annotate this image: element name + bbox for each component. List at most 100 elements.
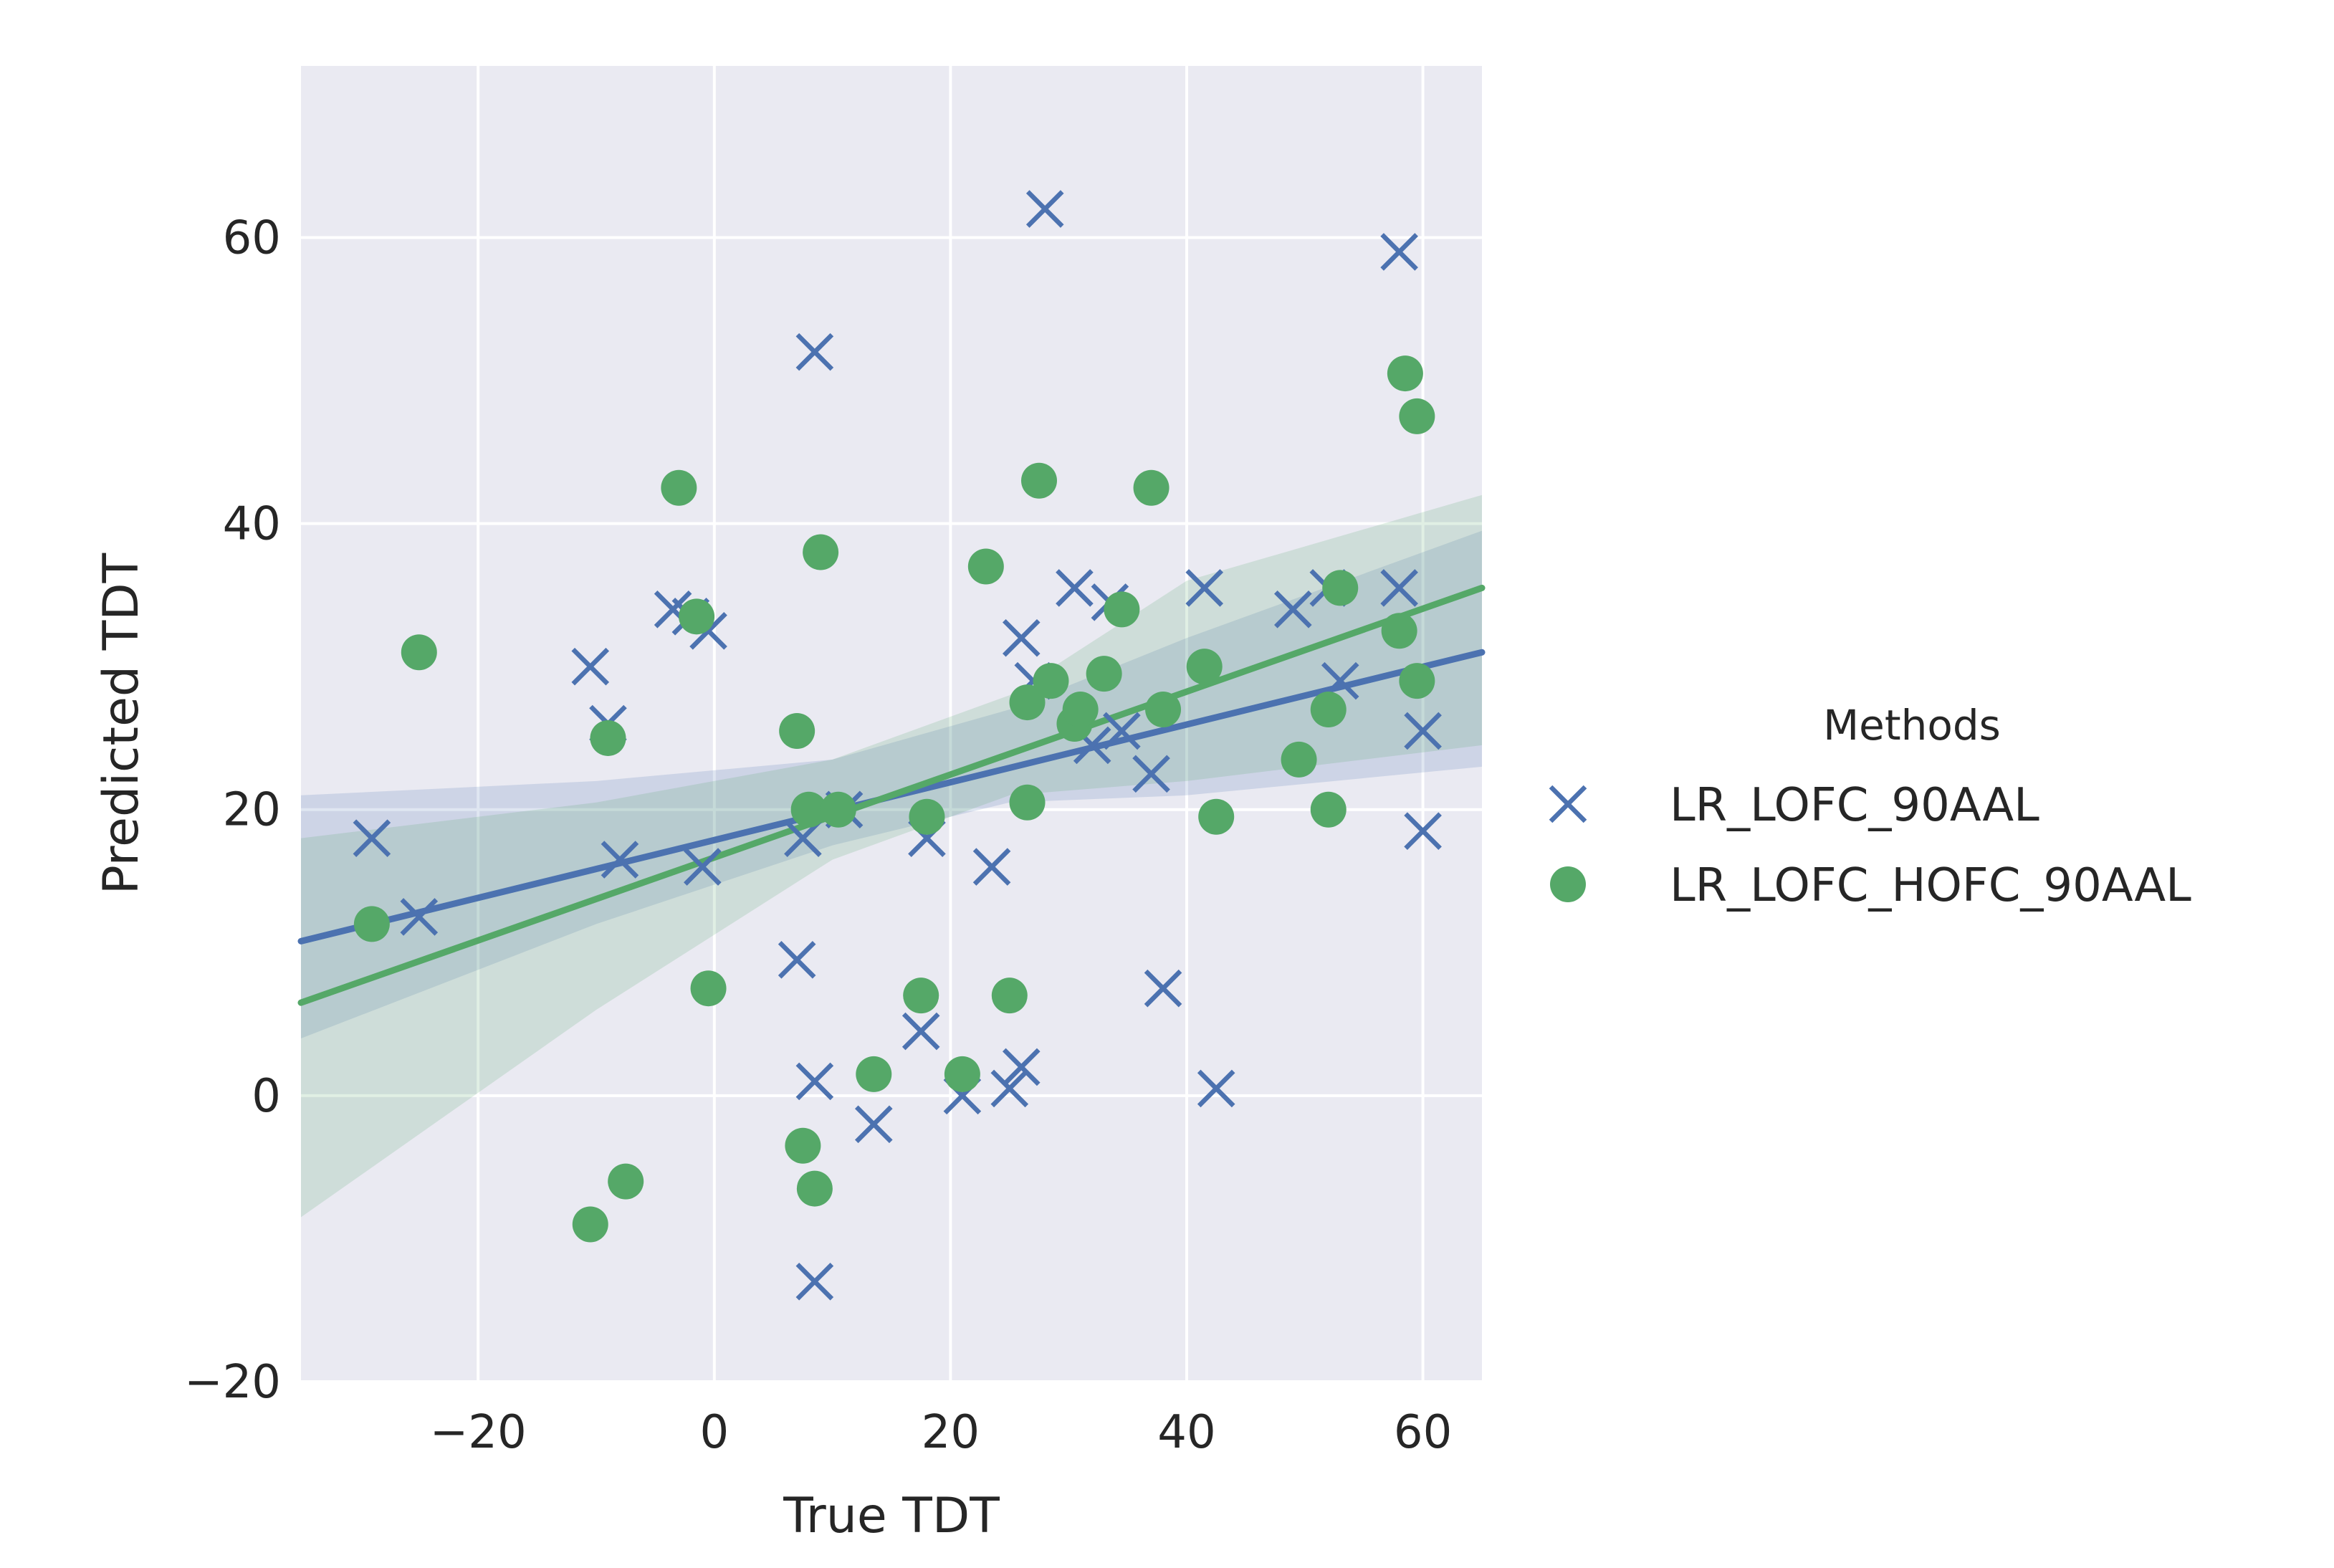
x-marker-stroke (990, 1069, 1029, 1108)
circle-marker-point (1399, 398, 1435, 434)
circle-marker-point (1009, 684, 1046, 721)
x-marker-point (1404, 812, 1442, 850)
circle-marker-point (944, 1056, 980, 1092)
x-marker-stroke (684, 848, 722, 886)
confidence-bands (301, 494, 1482, 1218)
y-tick-label: 60 (223, 211, 281, 264)
circle-marker-point (1133, 469, 1170, 506)
y-axis-label: Predicted TDT (93, 553, 150, 894)
x-marker-point (1274, 591, 1312, 628)
x-marker-point (854, 1105, 893, 1144)
circle-marker-point (1310, 692, 1347, 728)
x-marker-stroke (1103, 712, 1141, 750)
x-marker-point (1002, 1048, 1041, 1086)
circle-marker-point (353, 906, 390, 942)
x-marker-stroke (1025, 190, 1064, 228)
x-marker-stroke (1197, 1069, 1235, 1108)
x-marker-point (1380, 233, 1418, 271)
x-marker-stroke (778, 940, 816, 979)
circle-marker-point (967, 548, 1004, 585)
x-marker-point (784, 819, 822, 857)
circle-marker-point (779, 712, 816, 749)
legend-x-stroke (1549, 785, 1587, 823)
x-tick-label: 20 (922, 1406, 980, 1459)
x-marker-point (1197, 1069, 1235, 1108)
circle-marker-point (1086, 656, 1122, 692)
x-marker-point (1025, 190, 1064, 228)
y-tick-label: −20 (184, 1356, 281, 1409)
x-tick-label: 0 (699, 1406, 729, 1459)
regression-lines (297, 584, 1486, 1006)
x-marker-stroke (353, 819, 391, 857)
x-marker-point (1404, 712, 1442, 750)
x-marker-point (1144, 969, 1182, 1008)
x-tick-label: −20 (430, 1406, 527, 1459)
x-marker-stroke (795, 1263, 834, 1301)
circle-marker-point (661, 469, 697, 506)
circle-marker-point (1009, 784, 1046, 821)
circle-marker-point (991, 977, 1028, 1014)
circle-marker-point (690, 970, 727, 1007)
x-marker-stroke (854, 1105, 893, 1144)
x-marker-point (1056, 569, 1094, 607)
x-marker-stroke (689, 611, 727, 650)
circle-marker-point (679, 598, 715, 635)
x-marker-stroke (1073, 726, 1111, 765)
x-marker-stroke (795, 333, 834, 371)
x-marker-stroke (1404, 812, 1442, 850)
circle-marker-point (1281, 741, 1317, 778)
circle-marker-point (572, 1206, 608, 1243)
legend-marker-circle (1550, 866, 1586, 902)
x-marker-stroke (901, 1012, 940, 1051)
circle-marker-point (909, 798, 945, 835)
circle-marker-point (1310, 791, 1347, 828)
x-marker-point (778, 940, 816, 979)
legend-title: Methods (1823, 701, 2001, 750)
circle-marker-point (803, 534, 839, 570)
x-marker-point (353, 819, 391, 857)
legend: Methods LR_LOFC_90AAL LR_LOFC_HOFC_90AAL (1549, 701, 2191, 912)
circle-marker-point (1062, 692, 1099, 728)
circle-marker-point (785, 1127, 821, 1164)
circle-marker-point (903, 977, 939, 1014)
circle-marker-point (1186, 649, 1223, 685)
tick-labels: −20 0 20 40 60 −20 0 20 40 60 (184, 211, 1452, 1459)
x-marker-stroke (1002, 618, 1041, 657)
x-axis-label: True TDT (783, 1488, 1000, 1544)
y-tick-label: 40 (223, 498, 281, 551)
x-tick-label: 60 (1394, 1406, 1452, 1459)
circle-marker-point (796, 1170, 833, 1207)
confidence-band-0 (301, 530, 1482, 1039)
regression-line-1 (297, 584, 1486, 1006)
x-marker-point (972, 848, 1011, 886)
x-marker-point (901, 1012, 940, 1051)
circle-marker-point (401, 634, 437, 671)
x-marker-point (1002, 618, 1041, 657)
circle-marker-point (856, 1056, 892, 1092)
x-marker-stroke (1380, 569, 1418, 607)
x-marker-stroke (1056, 569, 1094, 607)
x-marker-stroke (1144, 969, 1182, 1008)
circle-marker-point (590, 720, 626, 756)
x-marker-stroke (1404, 712, 1442, 750)
circle-marker-point (1399, 663, 1435, 699)
x-marker-stroke (1185, 569, 1224, 607)
x-marker-point (1132, 755, 1170, 793)
x-marker-point (400, 898, 439, 936)
x-marker-stroke (972, 848, 1011, 886)
legend-label-lr-lofc-90aal: LR_LOFC_90AAL (1670, 779, 2039, 832)
x-marker-stroke (1274, 591, 1312, 628)
plot-area (301, 66, 1482, 1382)
x-marker-stroke (571, 647, 610, 686)
x-marker-stroke (1380, 233, 1418, 271)
circle-marker-point (1033, 663, 1069, 699)
x-marker-stroke (400, 898, 439, 936)
y-tick-label: 20 (223, 784, 281, 837)
circle-marker-point (1322, 570, 1359, 606)
x-marker-stroke (654, 591, 692, 628)
x-marker-stroke (784, 819, 822, 857)
x-marker-stroke (601, 841, 639, 879)
circle-marker-point (1198, 798, 1235, 835)
circle-marker-point (1381, 613, 1417, 649)
